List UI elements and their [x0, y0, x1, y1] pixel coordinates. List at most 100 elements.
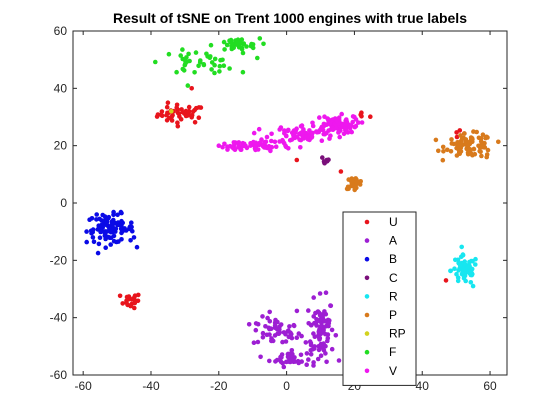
point-p [459, 136, 465, 141]
x-tick-label: -20 [210, 379, 228, 393]
point-v [301, 127, 306, 132]
point-p [436, 148, 441, 154]
legend-box [342, 211, 417, 386]
point-a [281, 364, 287, 370]
point-a [328, 303, 333, 308]
point-v [263, 139, 269, 145]
point-a [308, 352, 314, 357]
point-v [359, 120, 365, 125]
point-f [221, 39, 227, 45]
point-v [293, 128, 299, 133]
point-v [256, 142, 261, 147]
point-p [433, 137, 439, 143]
point-f [185, 83, 191, 88]
point-a [296, 360, 302, 366]
point-v [314, 130, 320, 135]
point-r [457, 262, 463, 268]
series-u [117, 86, 467, 311]
point-a [287, 324, 292, 329]
point-a [323, 351, 328, 356]
point-u [179, 107, 184, 112]
point-r [465, 264, 471, 270]
point-u [158, 112, 164, 118]
point-a [260, 314, 265, 319]
series-p [344, 129, 501, 193]
point-a [333, 333, 339, 338]
point-a [286, 328, 291, 333]
point-u [124, 298, 129, 304]
point-a [318, 341, 324, 347]
legend-label-a: A [389, 234, 397, 248]
point-b [104, 221, 109, 227]
point-a [323, 331, 328, 337]
point-a [315, 356, 321, 362]
point-a [289, 335, 295, 341]
point-p [440, 157, 446, 163]
point-u [124, 294, 130, 300]
point-r [460, 252, 466, 257]
point-p [471, 146, 477, 152]
point-b [90, 235, 96, 240]
point-v [220, 144, 225, 150]
point-f [208, 42, 214, 48]
point-a [320, 314, 325, 320]
point-a [304, 362, 310, 368]
point-f [209, 67, 214, 72]
point-b [95, 250, 101, 256]
point-u [175, 123, 181, 129]
x-tick-label: 0 [283, 379, 290, 393]
point-v [263, 145, 269, 150]
point-a [289, 348, 295, 353]
point-u [196, 115, 202, 120]
point-c [322, 160, 327, 166]
x-tick-label: -60 [75, 379, 93, 393]
point-p [476, 135, 482, 141]
legend-marker-rp [364, 331, 370, 336]
point-v [336, 115, 342, 120]
legend-marker-u [364, 219, 370, 225]
point-r [456, 268, 461, 273]
point-b [120, 220, 125, 226]
point-f [221, 63, 227, 68]
point-f [184, 55, 189, 60]
point-b [103, 232, 108, 238]
point-v [285, 128, 291, 134]
point-p [472, 151, 478, 157]
point-v [272, 139, 278, 145]
point-f [212, 70, 217, 76]
point-a [317, 335, 323, 341]
point-p [351, 183, 357, 189]
point-b [111, 212, 116, 218]
point-a [281, 330, 287, 335]
point-b [100, 212, 105, 218]
point-f [212, 56, 218, 62]
point-u [174, 102, 180, 108]
point-u [190, 109, 196, 114]
point-p [496, 139, 501, 145]
point-a [253, 321, 259, 326]
point-v [336, 130, 341, 135]
point-b [109, 219, 115, 224]
point-a [304, 351, 310, 356]
point-v [277, 127, 283, 132]
point-v [273, 144, 279, 149]
point-p [485, 147, 491, 153]
x-tick-label: -40 [142, 379, 160, 393]
point-v [349, 129, 355, 135]
point-v [339, 111, 345, 117]
point-p [445, 147, 450, 153]
point-b [134, 244, 140, 250]
point-f [153, 59, 158, 65]
point-a [288, 351, 294, 357]
point-v [347, 126, 353, 131]
point-u [189, 115, 194, 120]
legend-label-p: P [389, 308, 397, 322]
point-a [289, 331, 294, 337]
point-a [318, 353, 324, 359]
point-a [251, 340, 257, 346]
point-f [217, 69, 222, 74]
point-p [463, 139, 468, 144]
point-p [478, 139, 484, 144]
point-f [196, 63, 201, 69]
point-b [97, 227, 103, 232]
